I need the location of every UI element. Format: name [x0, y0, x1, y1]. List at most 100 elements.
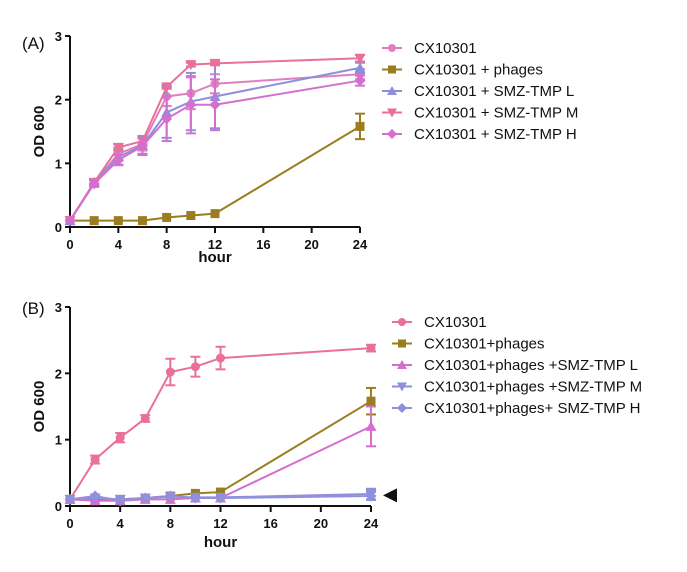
- data-point: [354, 53, 366, 64]
- y-axis-title: OD 600: [31, 381, 48, 433]
- legend-marker-icon: [387, 129, 397, 139]
- legend-marker-icon: [388, 65, 396, 74]
- panel-label-a: (A): [22, 34, 45, 53]
- x-axis-title: hour: [204, 534, 237, 551]
- legend-item: CX10301 + SMZ-TMP M: [382, 105, 578, 122]
- data-point: [112, 154, 124, 166]
- panel-a-legend: CX10301 CX10301 + phages CX10301 + SMZ-TMP…: [382, 40, 578, 143]
- data-point: [185, 60, 197, 71]
- y-tick-label: 1: [55, 433, 62, 448]
- legend-label: CX10301+phages +SMZ-TMP L: [424, 357, 638, 374]
- legend-marker-icon: [387, 108, 397, 118]
- x-tick-label: 24: [364, 516, 379, 531]
- data-point: [162, 212, 172, 222]
- legend-label: CX10301+phages +SMZ-TMP M: [424, 379, 642, 396]
- x-tick-label: 8: [163, 237, 170, 252]
- y-tick-label: 1: [55, 156, 62, 171]
- arrowhead-icon: [383, 488, 397, 503]
- data-point: [89, 490, 101, 502]
- x-tick-label: 0: [66, 237, 73, 252]
- legend-item: CX10301+phages +SMZ-TMP L: [392, 357, 638, 374]
- x-tick-label: 4: [117, 516, 125, 531]
- legend-item: CX10301+phages+ SMZ-TMP H: [392, 400, 641, 417]
- x-tick-label: 20: [304, 237, 318, 252]
- data-point: [165, 367, 175, 377]
- legend-item: CX10301+phages +SMZ-TMP M: [392, 379, 642, 396]
- x-tick-label: 24: [353, 237, 368, 252]
- data-point: [355, 121, 365, 131]
- x-tick-label: 20: [314, 516, 328, 531]
- legend-item: CX10301: [382, 40, 477, 57]
- panel-a-series: [64, 53, 366, 227]
- y-tick-label: 2: [55, 93, 62, 108]
- y-tick-label: 3: [55, 300, 62, 315]
- data-point: [216, 487, 225, 497]
- x-tick-label: 12: [208, 237, 222, 252]
- data-point: [64, 493, 76, 505]
- x-tick-label: 16: [263, 516, 277, 531]
- legend-label: CX10301: [424, 314, 487, 331]
- series-5: [64, 490, 377, 507]
- data-point: [137, 140, 148, 152]
- data-point: [365, 420, 377, 431]
- data-point: [114, 495, 126, 507]
- legend-marker-icon: [387, 86, 397, 95]
- x-tick-label: 4: [115, 237, 123, 252]
- series-1: [65, 343, 376, 504]
- y-tick-label: 0: [55, 220, 62, 235]
- legend-marker-icon: [398, 318, 406, 326]
- data-point: [161, 113, 173, 125]
- legend-item: CX10301 + SMZ-TMP L: [382, 83, 574, 100]
- legend-label: CX10301+phages: [424, 336, 545, 353]
- panel-b-legend: CX10301 CX10301+phages CX10301+phages +SMZ…: [392, 314, 642, 417]
- series-line: [70, 125, 361, 222]
- data-point: [365, 490, 377, 502]
- legend-label: CX10301+phages+ SMZ-TMP H: [424, 400, 641, 417]
- data-point: [190, 362, 200, 372]
- legend-label: CX10301 + SMZ-TMP H: [414, 126, 577, 143]
- data-point: [115, 433, 125, 443]
- data-point: [90, 455, 100, 465]
- legend-label: CX10301 + SMZ-TMP M: [414, 105, 578, 122]
- panel-b-annotation: [383, 488, 397, 503]
- data-point: [138, 216, 147, 226]
- legend-marker-icon: [388, 44, 396, 52]
- series-line: [69, 57, 361, 222]
- legend-item: CX10301: [392, 314, 487, 331]
- data-point: [161, 82, 173, 93]
- data-point: [209, 58, 221, 69]
- data-point: [112, 142, 124, 153]
- data-point: [113, 216, 123, 226]
- data-point: [216, 353, 225, 363]
- data-point: [186, 211, 196, 221]
- data-point: [210, 209, 220, 219]
- panel-b-series: [64, 343, 377, 507]
- legend-label: CX10301 + SMZ-TMP L: [414, 83, 574, 100]
- data-point: [164, 490, 176, 502]
- series-line: [70, 400, 372, 501]
- y-axis-title: OD 600: [31, 106, 48, 158]
- x-tick-label: 0: [66, 516, 73, 531]
- data-point: [64, 215, 76, 227]
- data-point: [89, 216, 99, 226]
- data-point: [189, 492, 201, 504]
- data-point: [140, 413, 150, 423]
- data-point: [185, 99, 197, 111]
- y-tick-label: 3: [55, 29, 62, 44]
- x-tick-label: 8: [167, 516, 174, 531]
- data-point: [354, 62, 366, 73]
- data-point: [209, 99, 221, 111]
- legend-item: CX10301+phages: [392, 336, 545, 353]
- y-tick-label: 2: [55, 366, 62, 381]
- series-5: [64, 74, 366, 227]
- data-point: [88, 178, 100, 190]
- legend-marker-icon: [397, 382, 407, 392]
- legend-item: CX10301 + phages: [382, 62, 543, 79]
- y-tick-label: 0: [55, 499, 62, 514]
- data-point: [366, 343, 376, 353]
